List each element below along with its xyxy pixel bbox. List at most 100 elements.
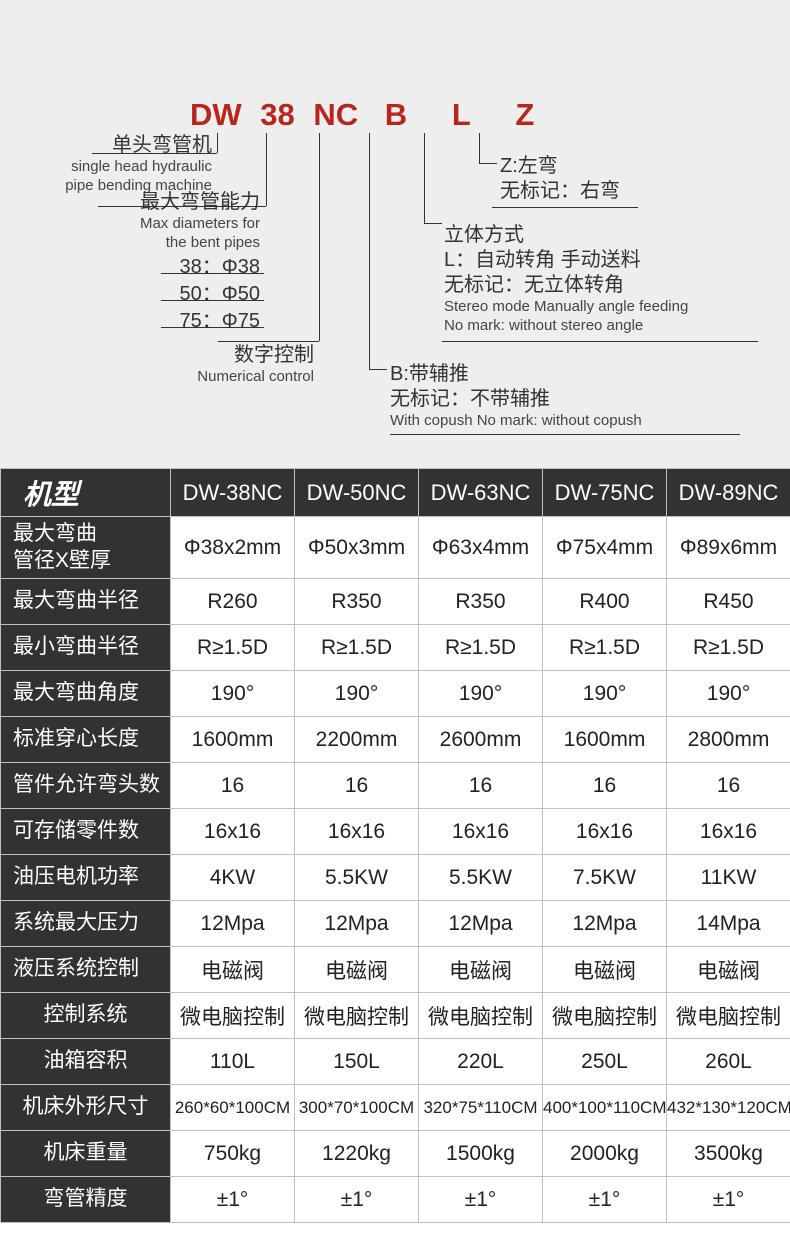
cell: 300*70*100CM [295, 1085, 419, 1131]
model-code: DW 38 NC B L Z [190, 97, 534, 133]
cell: 750kg [171, 1131, 295, 1177]
label-nc-zh: 数字控制 [0, 343, 314, 368]
label-l-en1: Stereo mode Manually angle feeding [444, 298, 774, 317]
spec-table: 机型 DW-38NC DW-50NC DW-63NC DW-75NC DW-89… [0, 468, 790, 1223]
label-b: B:带辅推 无标记：不带辅推 With copush No mark: with… [390, 362, 770, 431]
row-label: 标准穿心长度 [1, 717, 171, 763]
label-cap-row1: 50：Φ50 [0, 282, 260, 307]
label-z-l2: 无标记：右弯 [500, 179, 760, 204]
label-dw-zh: 单头弯管机 [0, 133, 212, 158]
cell: 电磁阀 [295, 947, 419, 993]
cell: Φ50x3mm [295, 517, 419, 579]
cell: 2200mm [295, 717, 419, 763]
label-capacity: 最大弯管能力 Max diameters for the bent pipes … [0, 190, 260, 334]
cell: 16x16 [667, 809, 790, 855]
table-row: 控制系统微电脑控制微电脑控制微电脑控制微电脑控制微电脑控制 [1, 993, 790, 1039]
underline-cap1 [161, 273, 264, 274]
cell: 110L [171, 1039, 295, 1085]
cell: R450 [667, 579, 790, 625]
cell: ±1° [171, 1177, 295, 1223]
cell: 190° [543, 671, 667, 717]
cell: 电磁阀 [419, 947, 543, 993]
cell: 12Mpa [419, 901, 543, 947]
cell: 320*75*110CM [419, 1085, 543, 1131]
table-row: 系统最大压力12Mpa12Mpa12Mpa12Mpa14Mpa [1, 901, 790, 947]
spec-table-body: 最大弯曲管径X壁厚Φ38x2mmΦ50x3mmΦ63x4mmΦ75x4mmΦ89… [1, 517, 790, 1223]
cell: ±1° [667, 1177, 790, 1223]
cell: R≥1.5D [667, 625, 790, 671]
cell: R350 [295, 579, 419, 625]
cell: 260L [667, 1039, 790, 1085]
table-row: 管件允许弯头数1616161616 [1, 763, 790, 809]
model-code-diagram: DW 38 NC B L Z 单头弯管机 single head hydraul… [0, 0, 790, 468]
hline-l [424, 223, 442, 224]
cell: 微电脑控制 [667, 993, 790, 1039]
cell: 190° [419, 671, 543, 717]
row-label: 最大弯曲管径X壁厚 [1, 517, 171, 579]
cell: 16x16 [295, 809, 419, 855]
cell: 16x16 [171, 809, 295, 855]
label-b-l2: 无标记：不带辅推 [390, 387, 770, 412]
row-label: 管件允许弯头数 [1, 763, 171, 809]
leader-dw [217, 133, 218, 153]
leader-38 [266, 133, 267, 206]
code-part-38: 38 [260, 97, 294, 133]
cell: 16x16 [419, 809, 543, 855]
leader-nc [319, 133, 320, 341]
row-label: 机床外形尺寸 [1, 1085, 171, 1131]
model-header: 机型 [1, 469, 171, 517]
cell: 4KW [171, 855, 295, 901]
cell: 250L [543, 1039, 667, 1085]
label-nc: 数字控制 Numerical control [0, 343, 314, 387]
cell: Φ75x4mm [543, 517, 667, 579]
hline-nc [218, 341, 319, 342]
label-b-en: With copush No mark: without copush [390, 412, 770, 431]
table-row: 机床重量750kg1220kg1500kg2000kg3500kg [1, 1131, 790, 1177]
cell: 12Mpa [295, 901, 419, 947]
table-row: 弯管精度±1°±1°±1°±1°±1° [1, 1177, 790, 1223]
col-hdr-1: DW-50NC [295, 469, 419, 517]
label-z: Z:左弯 无标记：右弯 [500, 154, 760, 204]
label-l-l3: 无标记：无立体转角 [444, 273, 774, 298]
hline-z [479, 163, 497, 164]
underline-cap3 [161, 327, 264, 328]
underline-z [492, 207, 638, 208]
table-row: 机床外形尺寸260*60*100CM300*70*100CM320*75*110… [1, 1085, 790, 1131]
label-cap-en1: Max diameters for [0, 215, 260, 234]
cell: 16x16 [543, 809, 667, 855]
table-row: 最小弯曲半径R≥1.5DR≥1.5DR≥1.5DR≥1.5DR≥1.5D [1, 625, 790, 671]
table-row: 液压系统控制电磁阀电磁阀电磁阀电磁阀电磁阀 [1, 947, 790, 993]
cell: 电磁阀 [171, 947, 295, 993]
cell: 16 [419, 763, 543, 809]
hline-b [369, 369, 387, 370]
cell: 7.5KW [543, 855, 667, 901]
cell: R260 [171, 579, 295, 625]
col-hdr-4: DW-89NC [667, 469, 790, 517]
cell: 260*60*100CM [171, 1085, 295, 1131]
cell: 微电脑控制 [543, 993, 667, 1039]
cell: 5.5KW [419, 855, 543, 901]
cell: 1500kg [419, 1131, 543, 1177]
label-dw: 单头弯管机 single head hydraulic pipe bending… [0, 133, 212, 196]
table-row: 最大弯曲管径X壁厚Φ38x2mmΦ50x3mmΦ63x4mmΦ75x4mmΦ89… [1, 517, 790, 579]
label-l-l2: L：自动转角 手动送料 [444, 248, 774, 273]
cell: 190° [171, 671, 295, 717]
cell: 16 [667, 763, 790, 809]
table-row: 可存储零件数16x1616x1616x1616x1616x16 [1, 809, 790, 855]
table-row: 最大弯曲角度190°190°190°190°190° [1, 671, 790, 717]
cell: 400*100*110CM [543, 1085, 667, 1131]
cell: 12Mpa [543, 901, 667, 947]
cell: 2600mm [419, 717, 543, 763]
cell: 1600mm [543, 717, 667, 763]
col-hdr-0: DW-38NC [171, 469, 295, 517]
code-part-l: L [452, 97, 471, 133]
cell: 电磁阀 [667, 947, 790, 993]
label-z-l1: Z:左弯 [500, 154, 760, 179]
row-label: 系统最大压力 [1, 901, 171, 947]
row-label: 液压系统控制 [1, 947, 171, 993]
table-row: 标准穿心长度1600mm2200mm2600mm1600mm2800mm [1, 717, 790, 763]
cell: Φ89x6mm [667, 517, 790, 579]
leader-z [479, 133, 480, 163]
cell: 1600mm [171, 717, 295, 763]
cell: 2800mm [667, 717, 790, 763]
